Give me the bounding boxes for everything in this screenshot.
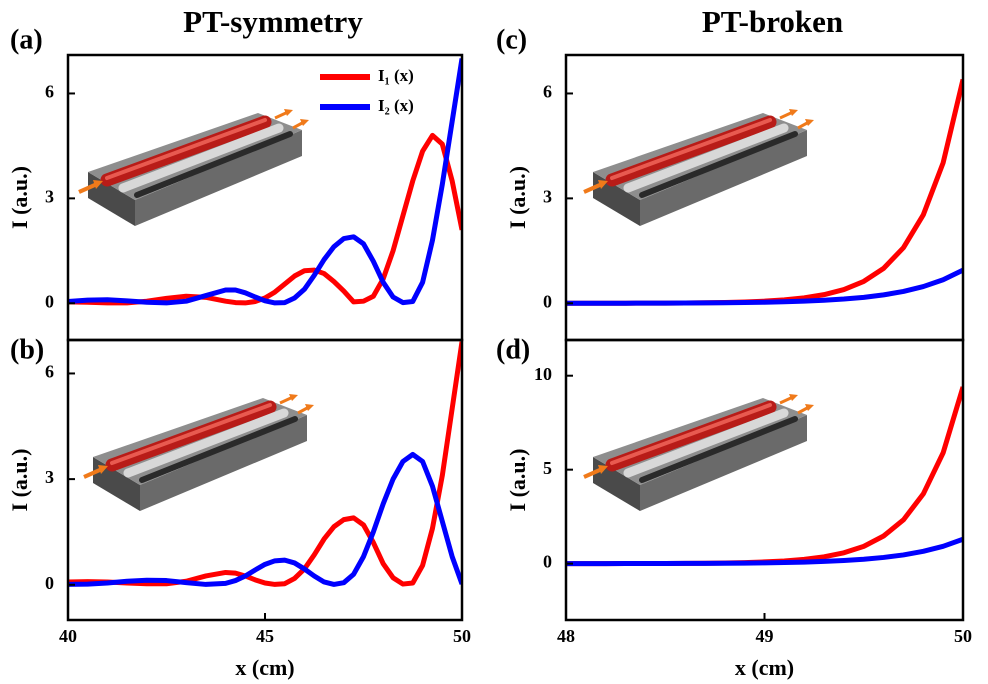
y-axis-label: I (a.u.) xyxy=(505,166,530,229)
waveguide-inset xyxy=(79,109,309,226)
y-tick-label: 0 xyxy=(45,291,54,311)
x-axis-label: x (cm) xyxy=(235,655,294,680)
series-line xyxy=(68,58,462,306)
y-tick-label: 6 xyxy=(543,82,552,102)
series-line xyxy=(566,267,963,306)
panel-label: (c) xyxy=(496,24,527,55)
waveguide-inset xyxy=(84,394,314,511)
x-tick-label: 49 xyxy=(756,626,774,646)
x-tick-label: 50 xyxy=(453,626,471,646)
y-tick-label: 0 xyxy=(543,552,552,572)
panel-title: PT-symmetry xyxy=(183,4,363,39)
x-tick-label: 40 xyxy=(59,626,77,646)
y-tick-label: 3 xyxy=(45,186,54,206)
waveguide-inset xyxy=(584,394,814,511)
y-tick-label: 3 xyxy=(45,467,54,487)
y-tick-label: 3 xyxy=(543,186,552,206)
y-axis-label: I (a.u.) xyxy=(7,166,32,229)
y-axis-label: I (a.u.) xyxy=(505,449,530,512)
x-tick-label: 48 xyxy=(557,626,575,646)
y-tick-label: 6 xyxy=(45,82,54,102)
y-tick-label: 0 xyxy=(543,291,552,311)
y-tick-label: 5 xyxy=(543,458,552,478)
waveguide-inset xyxy=(584,109,814,226)
panel-title: PT-broken xyxy=(702,4,843,39)
panel-label: (a) xyxy=(10,24,43,55)
series-line xyxy=(68,132,462,306)
y-tick-label: 10 xyxy=(534,364,552,384)
x-axis-label: x (cm) xyxy=(735,655,794,680)
x-tick-label: 50 xyxy=(954,626,972,646)
y-axis-label: I (a.u.) xyxy=(7,449,32,512)
panel-label: (d) xyxy=(496,334,530,365)
y-tick-label: 6 xyxy=(45,362,54,382)
y-tick-label: 0 xyxy=(45,573,54,593)
x-tick-label: 45 xyxy=(256,626,274,646)
legend-label: I₁ (x) xyxy=(378,66,414,85)
panel-label: (b) xyxy=(10,334,44,365)
series-line xyxy=(68,451,462,587)
series-line xyxy=(566,536,963,567)
legend-label: I₂ (x) xyxy=(378,96,414,115)
